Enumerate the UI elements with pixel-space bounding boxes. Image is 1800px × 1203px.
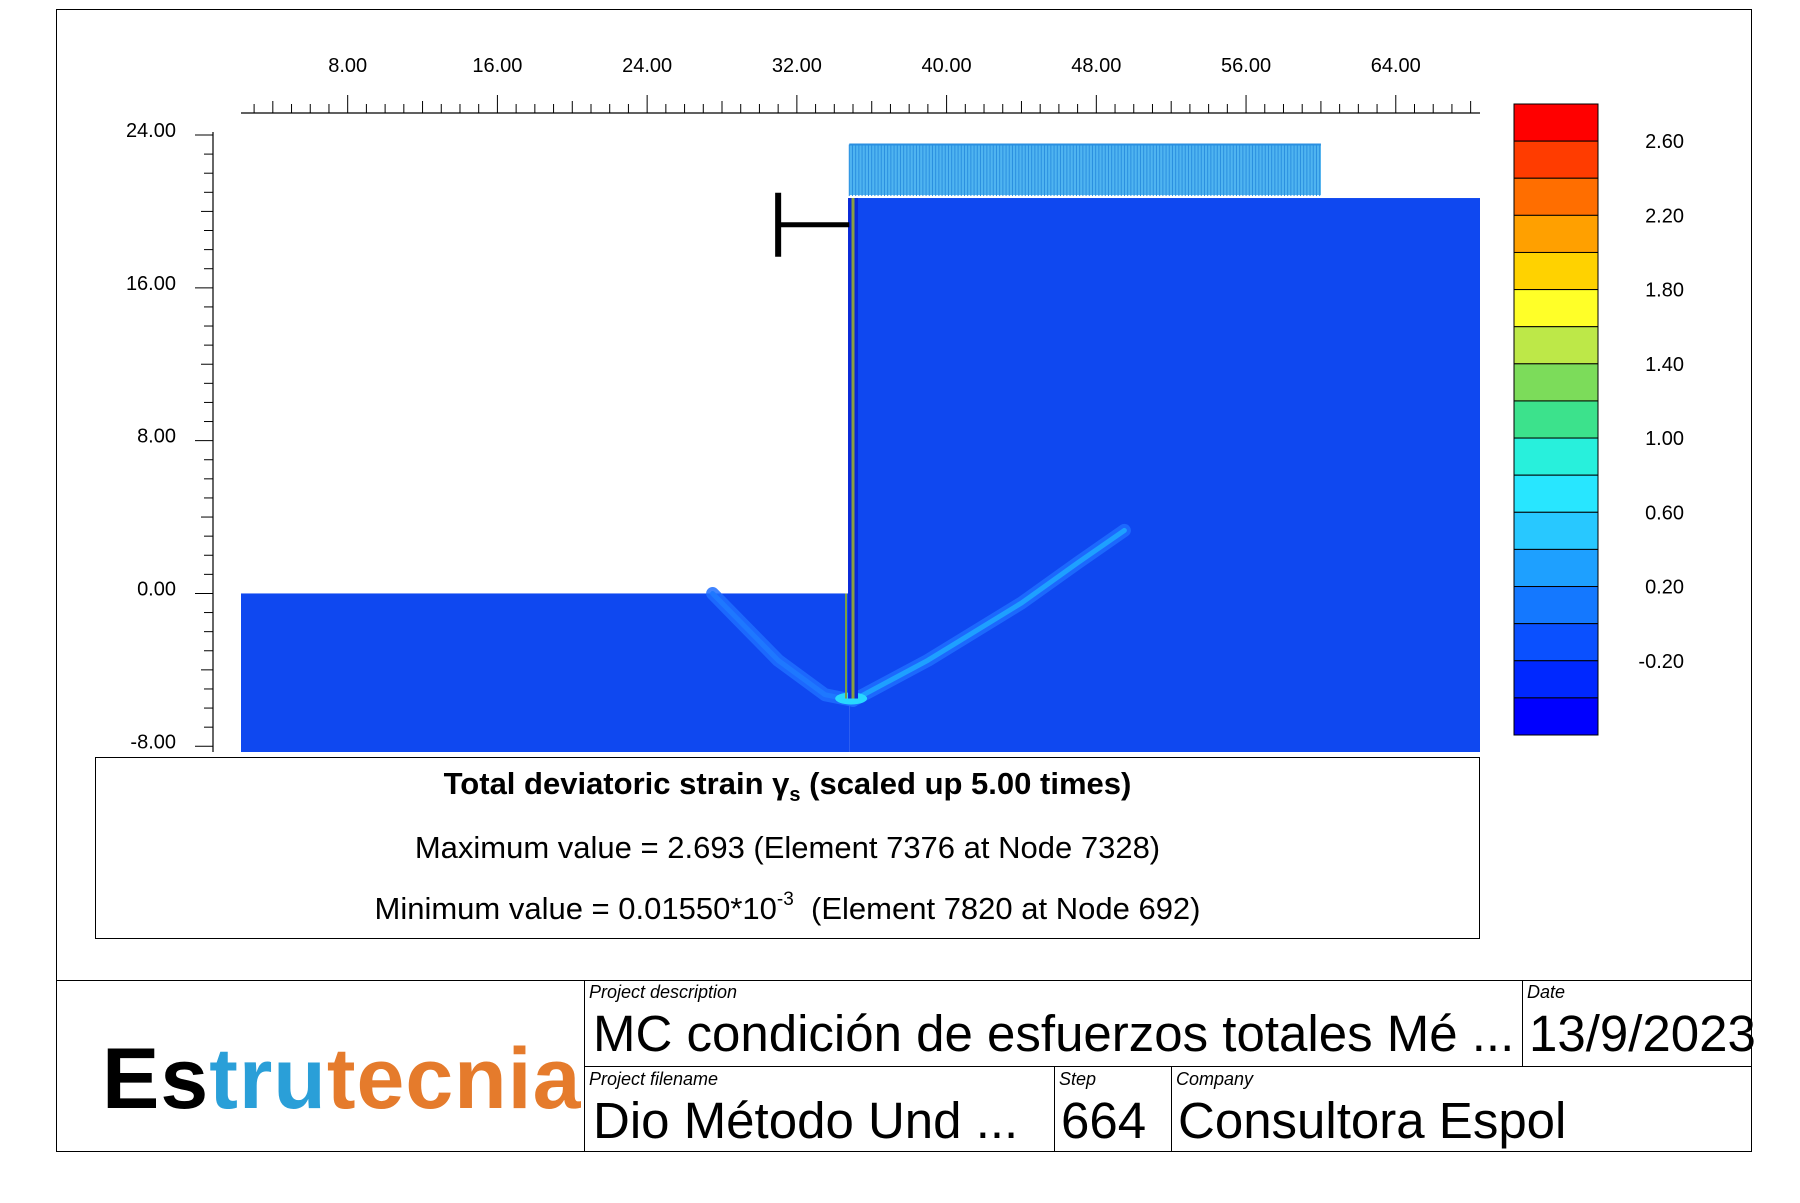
y-tick-label: -8.00: [130, 731, 176, 753]
soil-right-region: [849, 198, 1480, 752]
date-caption: Date: [1527, 982, 1566, 1002]
step-cell: Step 664: [1054, 1067, 1171, 1152]
project-filename-value: Dio Método Und ...: [593, 1092, 1019, 1149]
minimum-value-text: Minimum value = 0.01550*10-3 (Element 78…: [374, 889, 1201, 926]
y-tick-label: 16.00: [126, 273, 176, 295]
colorbar-label: 2.60: [1645, 131, 1684, 153]
colorbar-segment: [1513, 586, 1599, 625]
y-tick-label: 24.00: [126, 120, 176, 142]
colorbar-label: 1.00: [1645, 428, 1684, 450]
colorbar-label: 0.60: [1645, 502, 1684, 524]
colorbar-segment: [1513, 697, 1599, 736]
colorbar-segment: [1513, 289, 1599, 328]
date-cell: Date 13/9/2023: [1522, 980, 1756, 1067]
drawing-frame: [56, 9, 1752, 1152]
colorbar-segment: [1513, 623, 1599, 662]
x-tick-label: 56.00: [1221, 55, 1271, 77]
company-value: Consultora Espol: [1178, 1092, 1567, 1149]
shear-band-core: [850, 527, 1127, 703]
colorbar-segment: [1513, 103, 1599, 142]
colorbar-segment: [1513, 214, 1599, 253]
x-tick-label: 16.00: [472, 55, 522, 77]
x-axis-ruler: 8.00 16.00 24.00 32.00 40.00 48.00 56.00 64.00: [241, 55, 1480, 114]
x-tick-label: 24.00: [622, 55, 672, 77]
colorbar-segment: [1513, 140, 1599, 179]
colorbar-label: 1.80: [1645, 280, 1684, 302]
y-tick-label: 0.00: [137, 578, 176, 600]
colorbar-segment: [1513, 177, 1599, 216]
maximum-value-text: Maximum value = 2.693 (Element 7376 at N…: [414, 830, 1161, 865]
colorbar-segment: [1513, 474, 1599, 513]
colorbar-segment: [1513, 251, 1599, 291]
colorbar-label: 1.40: [1645, 354, 1684, 376]
colorbar-segment: [1513, 400, 1599, 439]
project-filename-caption: Project filename: [589, 1069, 719, 1089]
project-description-caption: Project description: [589, 982, 738, 1002]
company-cell: Company Consultora Espol: [1171, 1067, 1752, 1152]
step-caption: Step: [1059, 1069, 1097, 1089]
date-value: 13/9/2023: [1529, 1005, 1756, 1062]
result-title: Total deviatoric strain γs (scaled up 5.…: [443, 766, 1132, 807]
step-value: 664: [1061, 1092, 1147, 1149]
colorbar-label: -0.20: [1638, 651, 1684, 673]
company-logo: Estrutecnia: [102, 1031, 582, 1127]
y-axis-ruler: 24.00 16.00 8.00 0.00 -8.00: [126, 120, 214, 753]
surface-load: [849, 144, 1321, 196]
colorbar-segment: [1513, 511, 1599, 550]
colorbar-segment: [1513, 363, 1599, 402]
x-tick-label: 64.00: [1371, 55, 1421, 77]
colorbar-label: 2.20: [1645, 205, 1684, 227]
soil-left-region: [241, 593, 850, 752]
project-description-cell: Project description MC condición de esfu…: [584, 980, 1522, 1067]
result-legend-box: Total deviatoric strain γs (scaled up 5.…: [95, 757, 1480, 939]
project-filename-cell: Project filename Dio Método Und ...: [584, 1067, 1054, 1152]
colorbar-label: 0.20: [1645, 577, 1684, 599]
company-caption: Company: [1176, 1069, 1254, 1089]
colorbar-segment: [1513, 437, 1599, 476]
title-block: [56, 980, 1752, 1152]
colorbar-segment: [1513, 660, 1599, 699]
colorbar-segment: [1513, 548, 1599, 588]
project-description-value: MC condición de esfuerzos totales Mé ...: [593, 1005, 1515, 1062]
y-tick-label: 8.00: [137, 426, 176, 448]
colorbar: 2.60 2.20 1.80 1.40 1.00 0.60 0.20 -0.20: [1513, 103, 1684, 736]
x-tick-label: 48.00: [1071, 55, 1121, 77]
colorbar-segment: [1513, 326, 1599, 365]
x-tick-label: 8.00: [328, 55, 367, 77]
x-tick-label: 32.00: [772, 55, 822, 77]
model-domain: [241, 143, 1480, 752]
x-tick-label: 40.00: [922, 55, 972, 77]
